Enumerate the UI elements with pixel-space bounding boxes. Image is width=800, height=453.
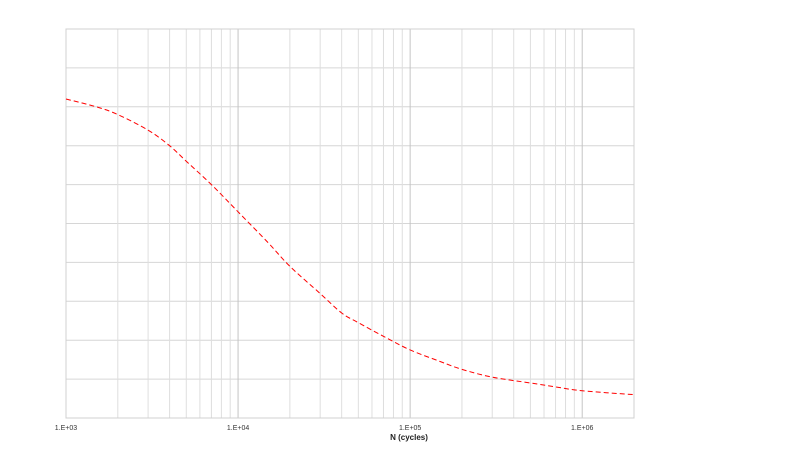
- x-axis-title: N (cycles): [390, 433, 428, 442]
- series-line: [65, 98, 635, 396]
- x-tick-label: 1.E+04: [227, 425, 249, 432]
- x-tick-labels: 1.E+03 1.E+04 1.E+05 1.E+06: [55, 425, 594, 432]
- x-tick-label: 1.E+06: [571, 425, 593, 432]
- grid: [66, 29, 634, 418]
- series-layer: [65, 98, 635, 396]
- x-tick-label: 1.E+03: [55, 425, 77, 432]
- plot-frame: [65, 28, 635, 419]
- x-tick-label: 1.E+05: [399, 425, 421, 432]
